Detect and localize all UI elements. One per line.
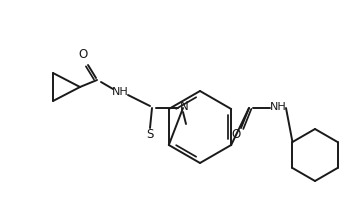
Text: O: O	[231, 127, 241, 140]
Text: NH: NH	[270, 102, 286, 112]
Text: N: N	[180, 100, 188, 114]
Text: S: S	[146, 129, 154, 141]
Text: O: O	[79, 49, 88, 61]
Text: NH: NH	[111, 87, 129, 97]
